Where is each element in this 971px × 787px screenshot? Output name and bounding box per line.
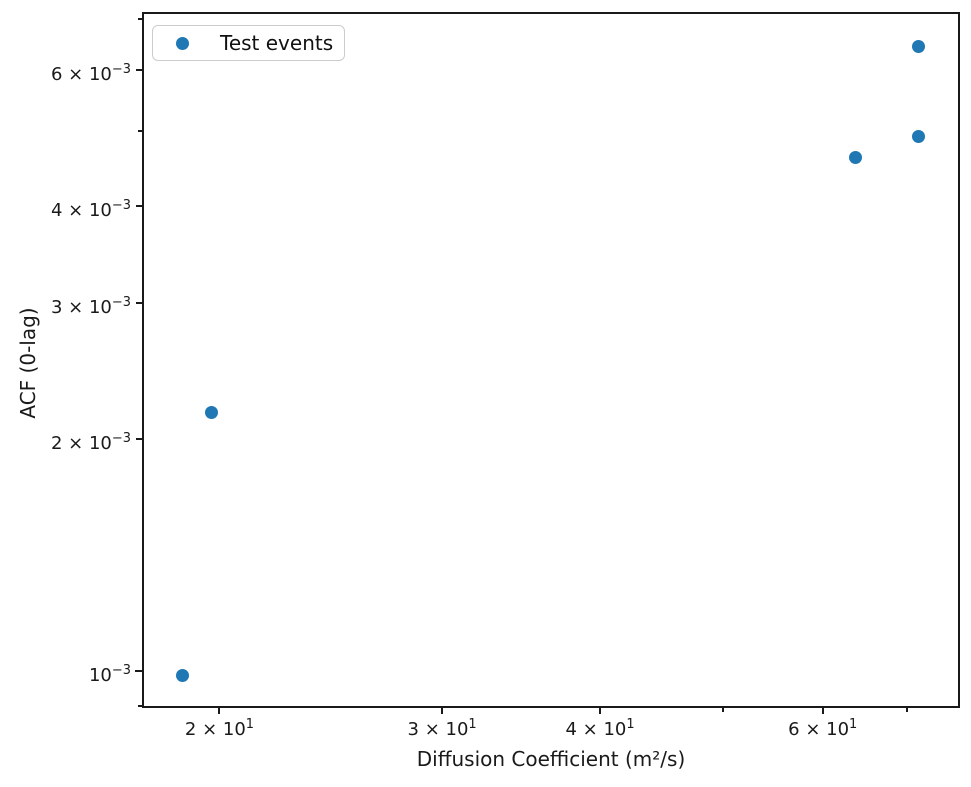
y-tick-label: 6 × 10−3 (51, 62, 131, 86)
legend-marker-icon (176, 36, 189, 50)
y-tick-mark (138, 130, 142, 133)
y-tick-mark (136, 301, 142, 304)
plot-area (142, 12, 960, 708)
x-tick-label: 6 × 101 (788, 717, 858, 740)
x-tick-mark (721, 708, 724, 712)
data-point (204, 406, 218, 420)
x-tick-mark (441, 708, 444, 714)
y-tick-label: 10−3 (88, 662, 131, 686)
x-tick-label: 2 × 101 (184, 717, 255, 740)
legend-label: Test events (220, 31, 334, 55)
y-tick-mark (136, 69, 142, 72)
y-tick-mark (138, 705, 142, 708)
legend: Test events (152, 25, 345, 61)
x-tick-mark (599, 708, 602, 714)
data-point (849, 150, 863, 164)
y-tick-label: 4 × 10−3 (51, 198, 131, 222)
y-tick-label: 2 × 10−3 (51, 430, 131, 454)
x-tick-label: 3 × 101 (407, 717, 477, 740)
y-tick-label: 3 × 10−3 (51, 294, 131, 318)
y-tick-mark (136, 205, 142, 208)
data-point (911, 130, 925, 144)
y-axis-label: ACF (0-lag) (16, 307, 40, 419)
data-point (176, 668, 190, 682)
x-tick-label: 4 × 101 (565, 717, 635, 740)
x-tick-mark (821, 708, 824, 714)
x-axis-label: Diffusion Coefficient (m²/s) (416, 747, 686, 771)
data-point (911, 39, 925, 53)
y-tick-mark (135, 669, 142, 672)
y-tick-mark (136, 437, 142, 440)
x-tick-mark (218, 708, 221, 714)
x-tick-mark (906, 708, 909, 712)
y-tick-mark (138, 17, 142, 20)
